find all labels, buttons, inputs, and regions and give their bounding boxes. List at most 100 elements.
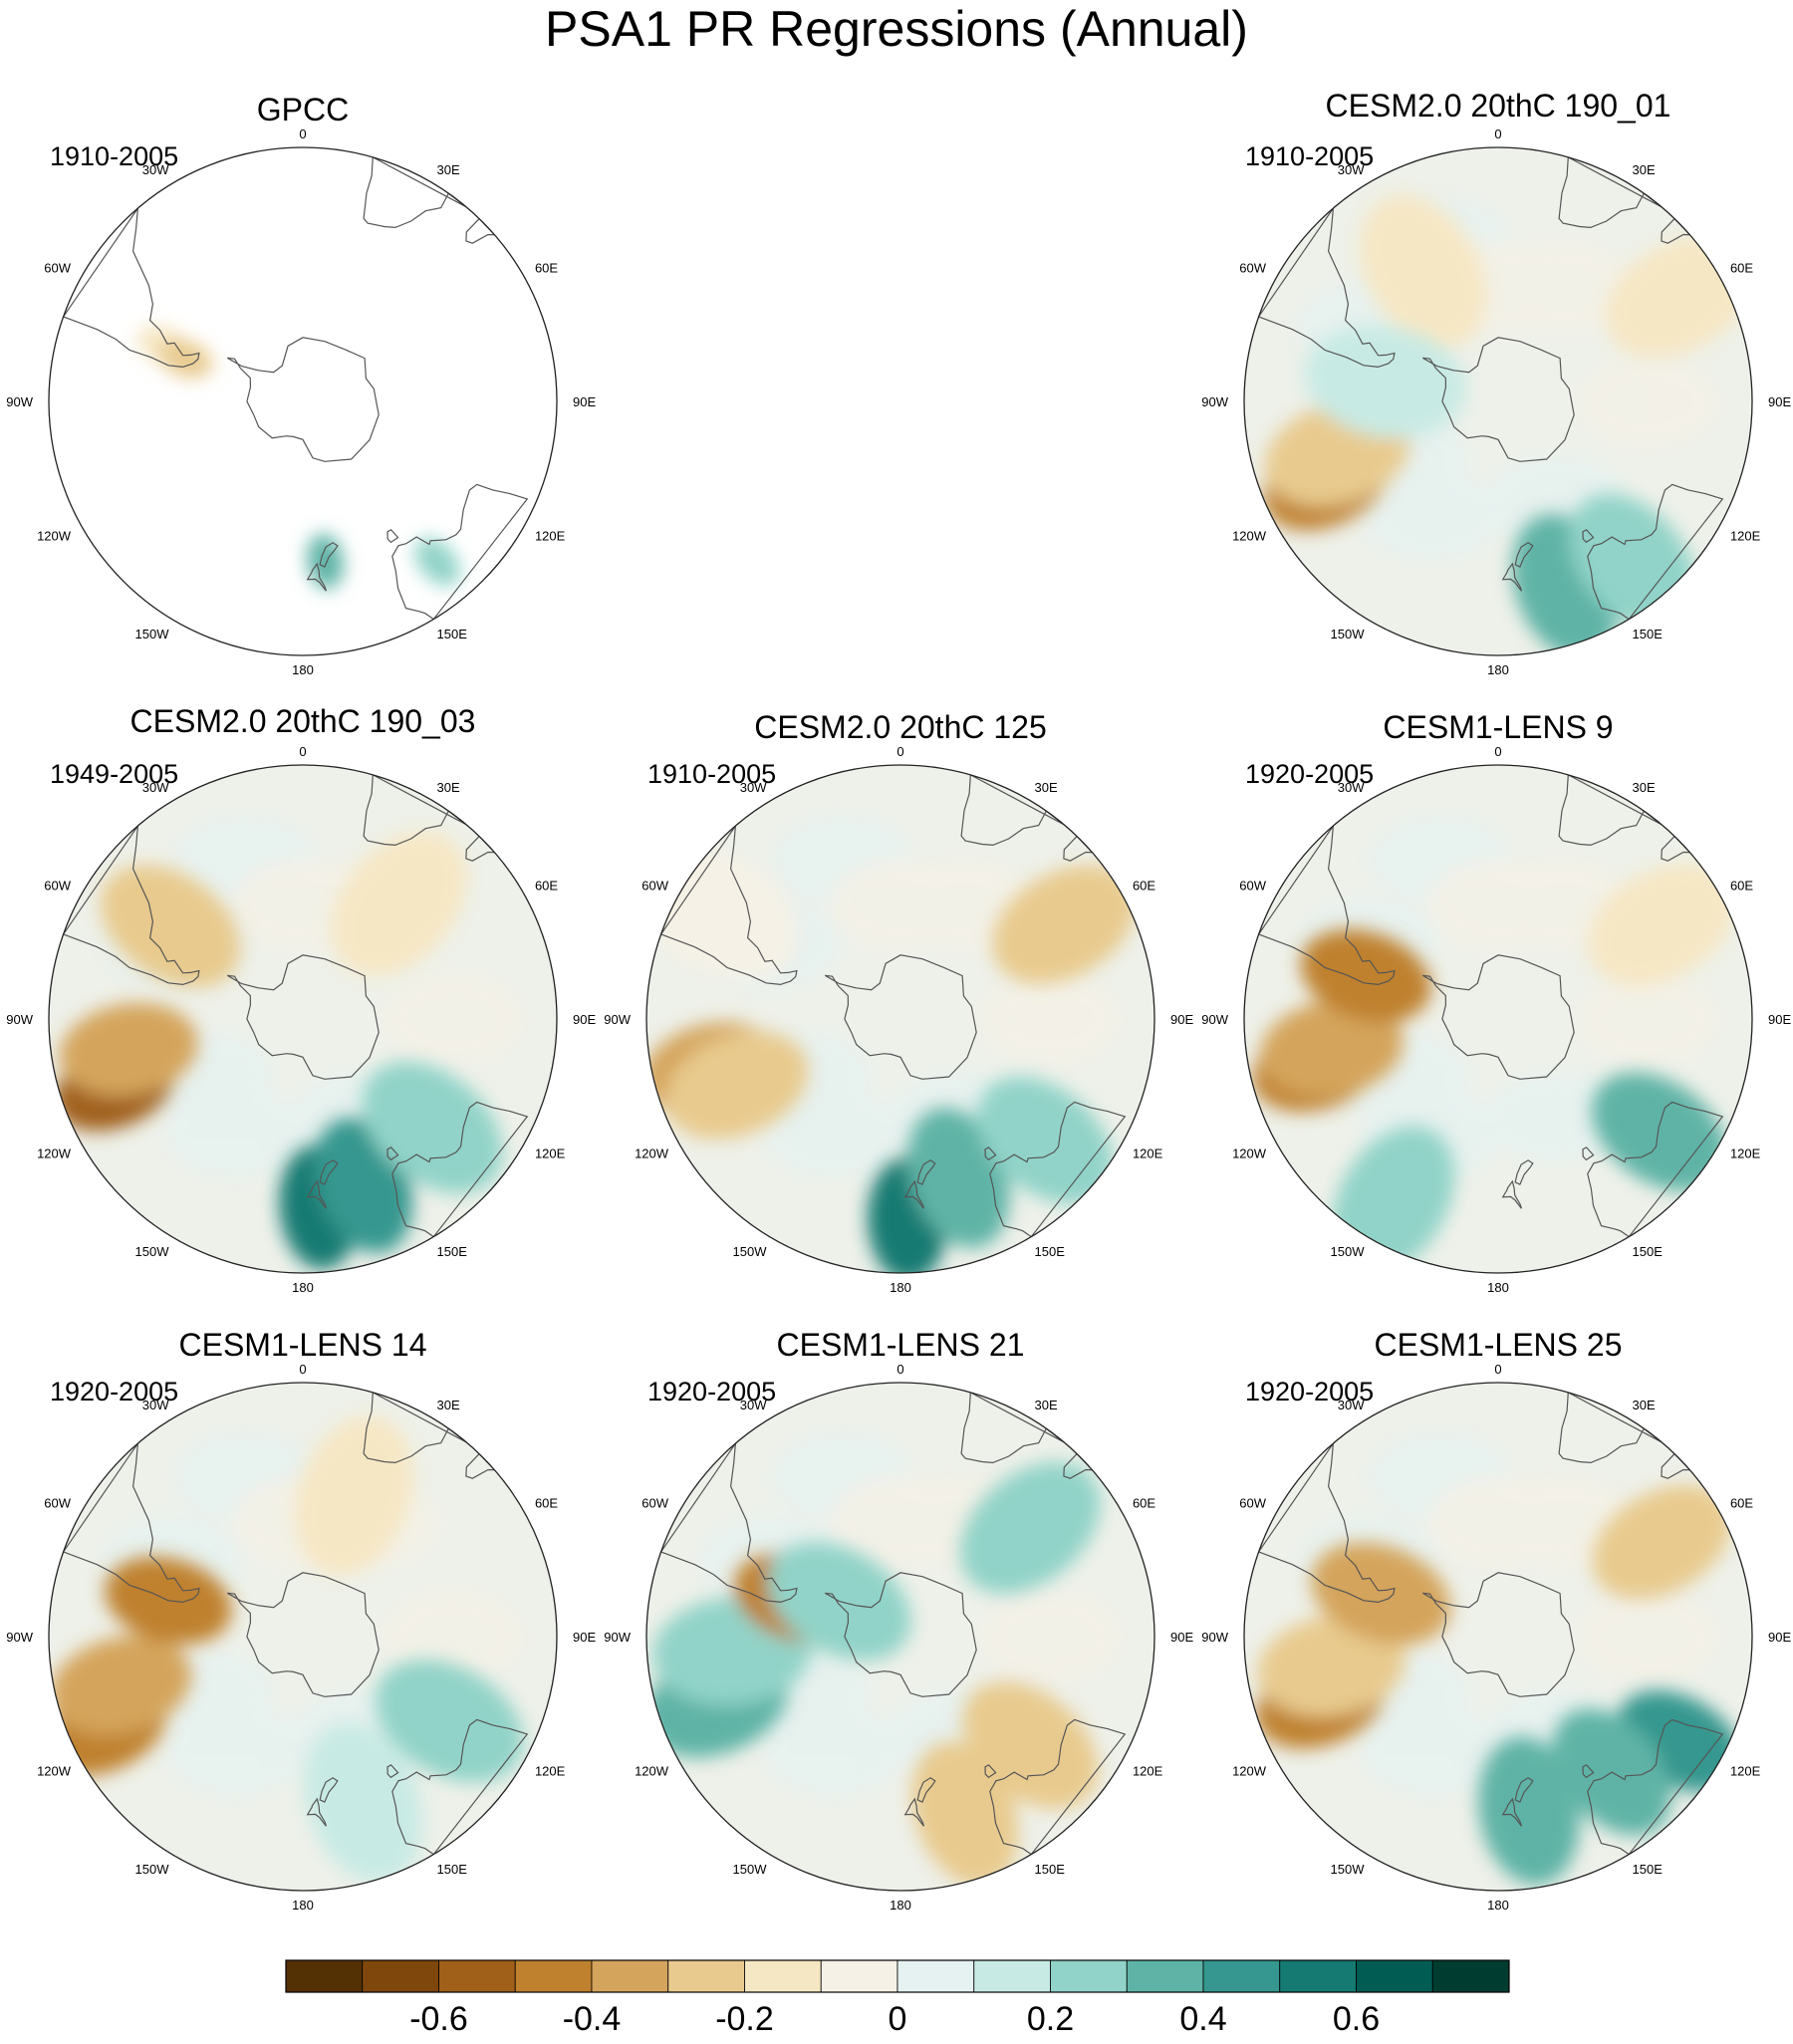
- colorbar: -0.6 -0.4 -0.2 0 0.2 0.4 0.6: [0, 1952, 1793, 2039]
- lon-label: 150E: [1035, 1244, 1066, 1259]
- lon-label: 150W: [135, 1862, 170, 1877]
- lon-label: 30E: [1035, 780, 1058, 795]
- anomaly-patch: [1311, 1542, 1451, 1646]
- lon-label: 90E: [1768, 1012, 1791, 1027]
- lon-label: 150W: [733, 1862, 768, 1877]
- panel-cesm1-lens-14: CESM1-LENS 14 1920-2005 0 30E 60E 90E 120E 15…: [4, 1325, 602, 1942]
- colorbar-tick-label: -0.2: [715, 2000, 774, 2038]
- coastline-antarctica: [227, 954, 380, 1080]
- coastline-nzsouth: [319, 1159, 339, 1185]
- colorbar-swatch: [1356, 1959, 1433, 1993]
- lon-label: 30W: [740, 1398, 767, 1412]
- lon-label: 120W: [37, 1764, 72, 1779]
- anomaly-patch: [158, 339, 213, 379]
- panel-title: CESM1-LENS 9: [1383, 709, 1614, 745]
- colorbar-swatch: [896, 1959, 975, 1993]
- lon-label: 180: [890, 1280, 911, 1295]
- field-patch: [1485, 1073, 1626, 1163]
- lon-label: 0: [896, 1362, 903, 1377]
- lon-label: 90E: [573, 1630, 596, 1645]
- anomaly-patch: [362, 1062, 503, 1194]
- panel-period: 1910-2005: [50, 141, 179, 171]
- lon-label: 30W: [1338, 780, 1365, 795]
- anomaly-patch: [1592, 1484, 1731, 1600]
- lon-label: 120W: [37, 1147, 72, 1161]
- lon-label: 90E: [1768, 1630, 1791, 1645]
- map-boundary: [48, 1382, 558, 1892]
- colorbar-swatch: [1202, 1959, 1281, 1993]
- lon-label: 60E: [1730, 879, 1753, 894]
- panel-title: CESM1-LENS 14: [178, 1327, 427, 1363]
- panel-title: CESM2.0 20thC 190_03: [129, 703, 476, 739]
- panel-period: 1920-2005: [50, 1377, 179, 1406]
- lon-label: 120W: [1232, 529, 1267, 544]
- coastline-tasmania: [1582, 529, 1595, 544]
- colorbar-swatch: [1050, 1959, 1128, 1993]
- anomaly-patch: [59, 1002, 198, 1097]
- colorbar-tick-label: 0: [889, 2000, 907, 2038]
- coastline-nzsouth: [1514, 1777, 1534, 1803]
- lon-label: 150W: [1331, 1244, 1366, 1259]
- lon-label: 30E: [1633, 780, 1656, 795]
- coastline-southamerica: [1257, 823, 1396, 986]
- anomaly-patch: [304, 1723, 423, 1883]
- lon-label: 30E: [437, 1398, 460, 1412]
- lon-label: 0: [299, 744, 306, 759]
- lon-label: 90W: [1201, 1012, 1228, 1027]
- coastline-tasmania: [984, 1764, 997, 1779]
- anomaly-patch: [959, 1461, 1101, 1594]
- map-boundary: [1243, 764, 1753, 1274]
- lon-label: 60E: [535, 1496, 558, 1511]
- lon-label: 90E: [573, 1012, 596, 1027]
- map-boundary: [1243, 146, 1753, 656]
- colorbar-graphic: -0.6 -0.4 -0.2 0 0.2 0.4 0.6: [285, 1959, 1510, 2038]
- coastline-southamerica: [659, 823, 798, 986]
- colorbar-tick-label: -0.6: [409, 2000, 468, 2038]
- coastline-tasmania: [1582, 1147, 1595, 1161]
- lon-label: 150E: [1633, 627, 1664, 641]
- lon-label: 180: [292, 1898, 314, 1913]
- lon-label: 120W: [1232, 1147, 1267, 1161]
- anomaly-patch: [1259, 999, 1404, 1098]
- lon-label: 90E: [1170, 1630, 1193, 1645]
- field-patch: [980, 1592, 1121, 1681]
- lon-label: 60W: [1239, 261, 1266, 276]
- anomaly-patch: [307, 533, 344, 590]
- panel-title: GPCC: [256, 92, 350, 128]
- map-boundary: [1243, 1382, 1753, 1892]
- colorbar-swatch: [667, 1959, 745, 1993]
- lon-label: 30W: [1338, 1398, 1365, 1412]
- field-patch: [980, 974, 1121, 1064]
- lon-label: 60W: [44, 261, 71, 276]
- coastline-australia: [989, 1101, 1127, 1238]
- lon-label: 90W: [604, 1630, 631, 1645]
- lon-label: 30E: [437, 780, 460, 795]
- anomaly-patch: [961, 1681, 1099, 1809]
- coastline-nznorth: [306, 1797, 327, 1827]
- lon-label: 150W: [135, 1244, 170, 1259]
- coastline-nznorth: [903, 1797, 924, 1827]
- colorbar-tick-label: 0.4: [1179, 2000, 1226, 2038]
- panel-period: 1910-2005: [647, 759, 777, 789]
- panel-title: CESM2.0 20thC 190_01: [1325, 88, 1671, 124]
- lon-label: 90W: [1201, 394, 1228, 409]
- coastline-nznorth: [1501, 562, 1522, 592]
- coastline-tasmania: [386, 1147, 399, 1161]
- lon-label: 60E: [1730, 1496, 1753, 1511]
- coastline-nznorth: [306, 562, 327, 592]
- lon-label: 180: [1487, 1898, 1509, 1913]
- anomaly-patch: [1359, 194, 1487, 349]
- lon-label: 120W: [635, 1764, 669, 1779]
- lon-label: 120W: [1232, 1764, 1267, 1779]
- coastline-australia: [989, 1718, 1127, 1856]
- anomaly-patch: [414, 537, 460, 587]
- panel-title: CESM1-LENS 25: [1374, 1327, 1623, 1363]
- colorbar-swatch: [362, 1959, 439, 1993]
- coastline-australia: [1587, 1101, 1724, 1238]
- figure-title: PSA1 PR Regressions (Annual): [545, 1, 1248, 57]
- lon-label: 30W: [142, 780, 169, 795]
- coastline-antarctica: [825, 954, 977, 1080]
- anomaly-patch: [294, 1415, 414, 1576]
- lon-label: 120E: [1730, 1764, 1761, 1779]
- lon-label: 180: [890, 1898, 911, 1913]
